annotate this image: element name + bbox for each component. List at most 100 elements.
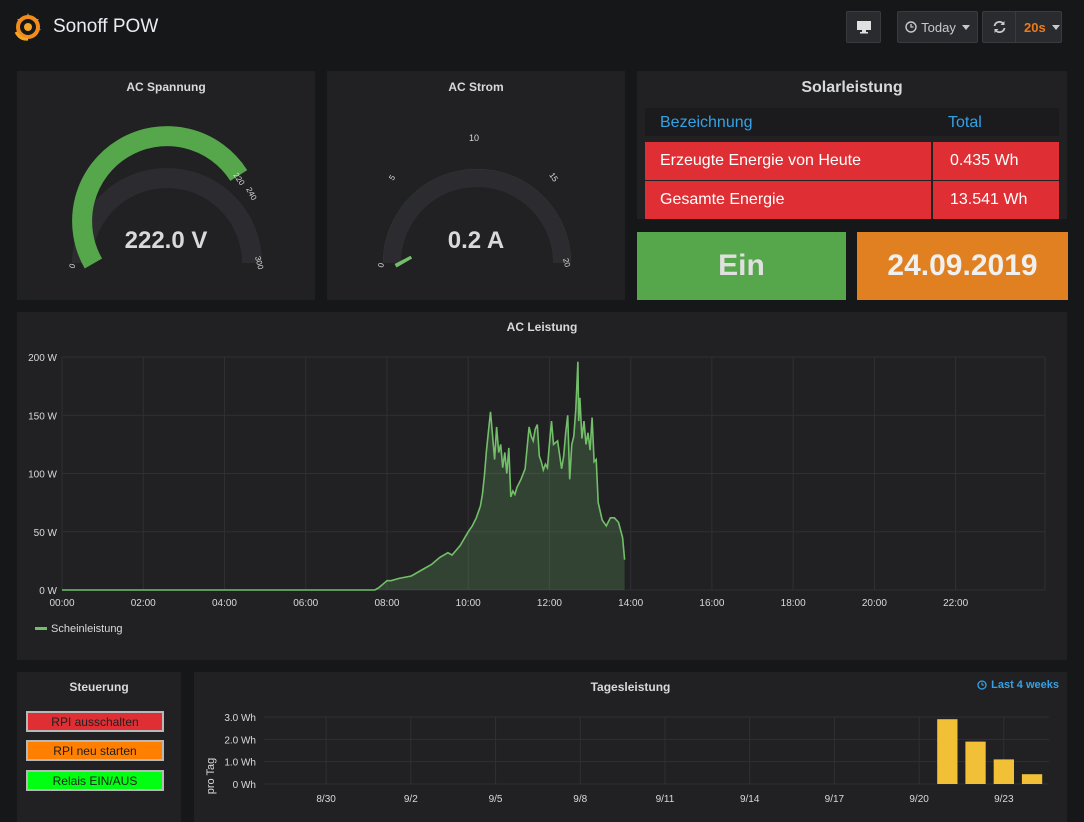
x-tick-label: 9/23: [994, 794, 1014, 805]
refresh-interval-label: 20s: [1024, 19, 1046, 35]
y-tick-label: 2.0 Wh: [224, 735, 256, 746]
relay-status-stat: Ein: [637, 232, 846, 300]
x-tick-label: 9/8: [573, 794, 587, 805]
y-tick-label: 100 W: [28, 470, 57, 481]
column-header-total[interactable]: Total: [948, 114, 982, 131]
y-tick-label: 1.0 Wh: [224, 758, 256, 769]
x-tick-label: 00:00: [49, 598, 74, 609]
panel-title[interactable]: AC Spannung: [126, 80, 206, 94]
refresh-icon: [993, 21, 1006, 33]
refresh-button[interactable]: 20s: [982, 11, 1062, 43]
y-tick-label: 50 W: [34, 528, 58, 539]
gauge-tick-label: 220: [231, 171, 246, 188]
top-bar: Sonoff POW Today 20s: [0, 0, 1084, 56]
relay-toggle-button[interactable]: Relais EIN/AUS: [26, 770, 164, 791]
x-tick-label: 18:00: [781, 598, 806, 609]
clock-icon: [977, 680, 987, 690]
x-tick-label: 04:00: [212, 598, 237, 609]
column-header-bezeichnung[interactable]: Bezeichnung: [660, 114, 753, 131]
table-row: Gesamte Energie 13.541 Wh: [645, 181, 1059, 219]
panel-title[interactable]: Solarleistung: [801, 79, 903, 96]
series-area-fill: [62, 361, 625, 590]
bar-9-22[interactable]: [965, 741, 986, 784]
gauge-value-arc: [394, 255, 413, 268]
steuerung-panel: Steuerung RPI ausschalten RPI neu starte…: [17, 672, 181, 822]
x-tick-label: 14:00: [618, 598, 643, 609]
series-line-scheinleistung: [62, 361, 626, 591]
x-tick-label: 12:00: [537, 598, 562, 609]
gauge-panel-ac-spannung: AC Spannung 0 220 240 300 222.0 V: [17, 71, 315, 300]
solar-table-panel: Solarleistung Bezeichnung Total Erzeugte…: [637, 71, 1067, 219]
x-tick-label: 06:00: [293, 598, 318, 609]
legend-item-scheinleistung[interactable]: Scheinleistung: [51, 623, 123, 635]
chevron-down-icon: [961, 24, 970, 30]
ac-leistung-chart[interactable]: 0 W 50 W 100 W 150 W 200 W 00:00 02:00 04:00 06…: [17, 312, 1067, 660]
gauge-track: [383, 169, 571, 264]
gauge-tick-label: 240: [244, 186, 258, 202]
x-tick-label: 9/5: [489, 794, 503, 805]
x-tick-label: 9/2: [404, 794, 418, 805]
date-stat: 24.09.2019: [857, 232, 1068, 300]
monitor-icon: [856, 21, 871, 34]
x-tick-label: 8/30: [316, 794, 336, 805]
panel-title[interactable]: AC Strom: [448, 80, 504, 94]
dashboard-title[interactable]: Sonoff POW: [53, 16, 159, 37]
gauge-panel-ac-strom: AC Strom 0 5 10 15 20 0.2 A: [327, 71, 625, 300]
time-range-label: Today: [921, 19, 956, 35]
panel-title[interactable]: Steuerung: [69, 680, 129, 694]
table-cell-name: Erzeugte Energie von Heute: [660, 152, 862, 169]
y-tick-label: 150 W: [28, 411, 57, 422]
tagesleistung-chart[interactable]: 0 Wh 1.0 Wh 2.0 Wh 3.0 Wh 8/30 9/2 9/5 9/8 9/11…: [194, 672, 1067, 822]
x-tick-label: 9/11: [656, 794, 675, 805]
bar-9-21[interactable]: [937, 719, 958, 784]
grafana-logo-icon[interactable]: [12, 10, 44, 42]
time-picker-button[interactable]: Today: [897, 11, 978, 43]
gauge-tick-label: 300: [253, 255, 265, 271]
rpi-shutdown-button[interactable]: RPI ausschalten: [26, 711, 164, 732]
ac-leistung-graph-panel: AC Leistung 0 W 50 W 100 W 150 W 200 W 00:00…: [17, 312, 1067, 660]
y-axis-label: pro Tag: [205, 758, 217, 795]
legend-swatch: [35, 627, 47, 630]
current-gauge: 0 5 10 15 20: [376, 133, 572, 269]
x-tick-label: 02:00: [131, 598, 156, 609]
table-cell-name: Gesamte Energie: [660, 191, 785, 208]
chevron-down-icon: [1051, 24, 1060, 30]
table-row: Erzeugte Energie von Heute 0.435 Wh: [645, 142, 1059, 180]
time-override-info[interactable]: Last 4 weeks: [977, 679, 1059, 691]
voltage-gauge: 0 220 240 300: [67, 126, 265, 271]
date-value: 24.09.2019: [887, 249, 1038, 282]
gauge-value-arc: [72, 126, 248, 269]
x-tick-label: 08:00: [374, 598, 399, 609]
x-tick-label: 9/14: [740, 794, 760, 805]
table-header-row: Bezeichnung Total: [645, 108, 1059, 136]
gauge-tick-label: 20: [561, 257, 572, 268]
y-tick-label: 0 W: [39, 586, 57, 597]
y-tick-label: 3.0 Wh: [224, 713, 256, 724]
bar-9-23[interactable]: [993, 759, 1014, 784]
gauge-value: 0.2 A: [447, 227, 505, 254]
tv-mode-button[interactable]: [846, 11, 881, 43]
tagesleistung-graph-panel: Tagesleistung Last 4 weeks 0 Wh 1.0 Wh 2.0…: [194, 672, 1067, 822]
panel-title[interactable]: Tagesleistung: [590, 680, 671, 694]
gauge-tick-label: 5: [387, 173, 397, 182]
gauge-tick-label: 10: [469, 133, 479, 143]
gauge-tick-label: 15: [547, 171, 560, 184]
y-tick-label: 200 W: [28, 353, 57, 364]
rpi-restart-button[interactable]: RPI neu starten: [26, 740, 164, 761]
x-tick-label: 9/20: [909, 794, 929, 805]
x-tick-label: 22:00: [943, 598, 968, 609]
x-tick-label: 10:00: [456, 598, 481, 609]
time-override-label: Last 4 weeks: [991, 679, 1059, 691]
table-cell-total: 13.541 Wh: [950, 191, 1028, 208]
relay-status-value: Ein: [718, 249, 765, 282]
x-tick-label: 16:00: [699, 598, 724, 609]
bar-9-24[interactable]: [1021, 774, 1043, 784]
y-tick-label: 0 Wh: [233, 780, 256, 791]
x-tick-label: 20:00: [862, 598, 887, 609]
gauge-tick-label: 0: [376, 261, 386, 268]
gauge-tick-label: 0: [67, 262, 77, 270]
table-cell-total: 0.435 Wh: [950, 152, 1019, 169]
x-tick-label: 9/17: [825, 794, 845, 805]
panel-title[interactable]: AC Leistung: [506, 320, 578, 334]
clock-icon: [905, 21, 917, 33]
